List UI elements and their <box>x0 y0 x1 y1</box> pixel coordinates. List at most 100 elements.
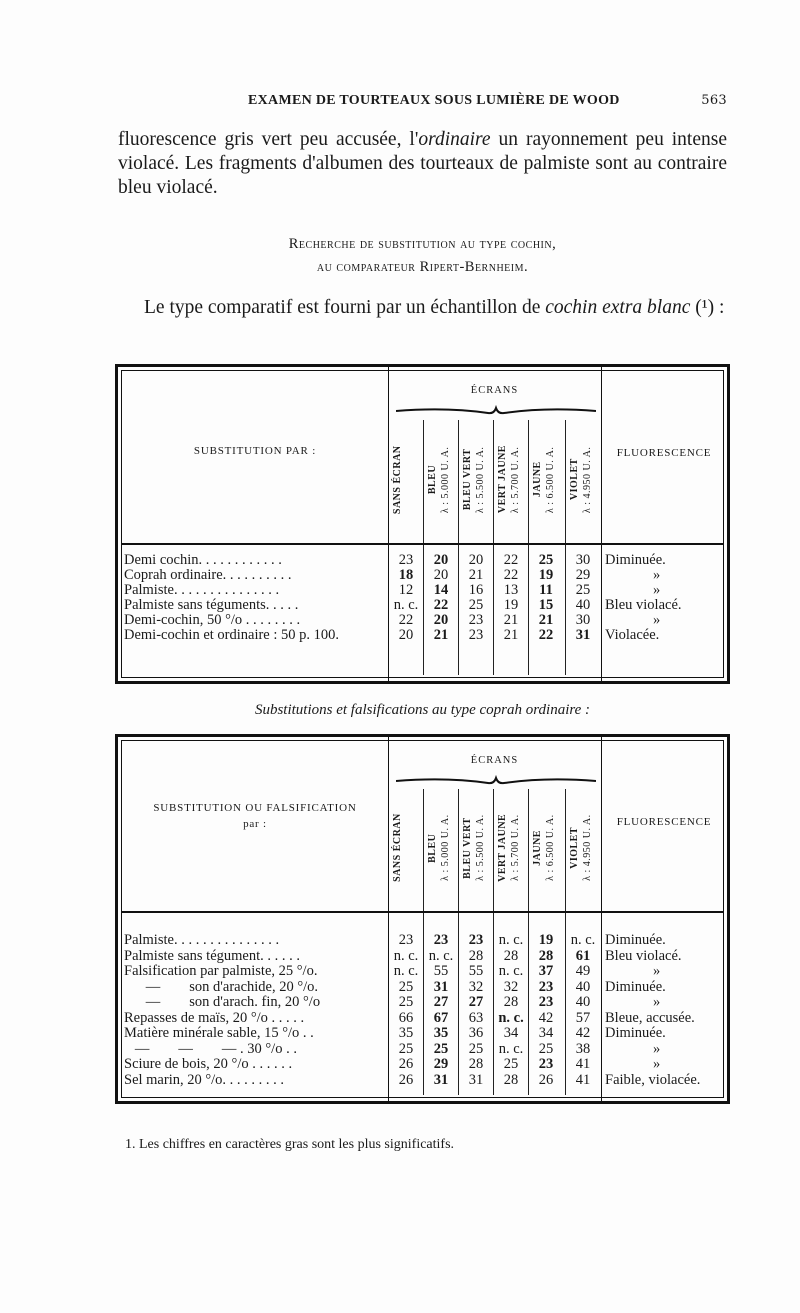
fluorescence-value: Bleu violacé. <box>605 597 682 613</box>
fluorescence-value: Diminuée. <box>605 978 666 995</box>
italic-text: ordinaire <box>418 129 491 150</box>
inner-border <box>121 370 724 678</box>
text: Le type comparatif est fourni par un éch… <box>144 297 546 318</box>
fluorescence-value: Bleue, accusée. <box>605 1009 695 1026</box>
cell-value: 23 <box>538 994 554 1010</box>
cell-value: 23 <box>398 552 414 568</box>
fluorescence-value: » <box>653 612 661 628</box>
screen-wavelength: λ : 5.000 U. A. <box>440 815 451 882</box>
screen-header: SANS ÉCRAN <box>391 425 421 534</box>
cell-value: 35 <box>398 1025 414 1041</box>
screen-name: BLEU VERT <box>462 448 473 511</box>
fluorescence-header: FLUORESCENCE <box>616 447 712 459</box>
cell-value: 34 <box>538 1025 554 1041</box>
column-rule <box>388 737 389 1101</box>
cell-value: 23 <box>398 932 414 948</box>
screen-name: JAUNE <box>532 461 543 498</box>
screen-wavelength: λ : 6.500 U. A. <box>545 446 556 513</box>
cell-value: n. c. <box>393 597 419 613</box>
table-row: Repasses de maïs, 20 °/o . . . . . 66 67 63… <box>118 1009 727 1026</box>
row-label: — son d'arach. fin, 20 °/o <box>124 995 321 1010</box>
italic-text: cochin extra blanc <box>545 297 691 318</box>
fluorescence-value: » <box>653 582 661 598</box>
cell-value: 31 <box>433 1071 449 1088</box>
cell-value: 26 <box>398 1071 414 1088</box>
cell-value: 28 <box>538 947 554 964</box>
row-label: Sel marin, 20 °/o. . . . . . . . . <box>124 1072 285 1088</box>
cell-value: 20 <box>398 627 414 643</box>
cell-value: 55 <box>468 963 484 979</box>
screen-name: SANS ÉCRAN <box>392 814 403 883</box>
screen-header: BLEU λ : 5.000 U. A. <box>426 425 456 534</box>
cell-value: 30 <box>575 612 591 628</box>
column-rule <box>458 419 459 675</box>
footnote: 1. Les chiffres en caractères gras sont … <box>125 1137 455 1152</box>
header-rule <box>122 911 723 913</box>
cell-value: 19 <box>538 567 554 583</box>
cell-value: 32 <box>503 978 519 995</box>
cell-value: 31 <box>433 978 449 995</box>
row-label: Repasses de maïs, 20 °/o . . . . . <box>124 1010 305 1026</box>
column-rule <box>458 789 459 1095</box>
screen-header: JAUNE λ : 6.500 U. A. <box>531 794 561 902</box>
cell-value: 28 <box>503 947 519 964</box>
cell-value: 57 <box>575 1009 591 1026</box>
screen-wavelength: λ : 4.950 U. A. <box>582 446 593 513</box>
screen-header: BLEU λ : 5.000 U. A. <box>426 794 456 902</box>
cell-value: 29 <box>433 1056 449 1072</box>
cell-value: 19 <box>538 932 554 948</box>
cell-value: 20 <box>433 567 449 583</box>
cell-value: 25 <box>433 1040 449 1057</box>
fluorescence-value: » <box>653 1056 661 1072</box>
text: un rayonnement peu intense violacé. Les … <box>118 129 727 198</box>
cell-value: n. c. <box>498 932 524 948</box>
table-row: Matière minérale sable, 15 °/o . . 35 35 36… <box>118 1026 727 1041</box>
cell-value: 20 <box>468 552 484 568</box>
cell-value: 34 <box>503 1025 519 1041</box>
row-label: Coprah ordinaire. . . . . . . . . . <box>124 568 292 583</box>
column-rule <box>528 419 529 675</box>
table2-caption: Substitutions et falsifications au type … <box>254 702 591 718</box>
cell-value: 28 <box>468 1056 484 1072</box>
cell-value: 20 <box>433 552 449 568</box>
fluorescence-header: FLUORESCENCE <box>616 816 712 828</box>
fluorescence-value: Diminuée. <box>605 1025 666 1041</box>
screen-name: VIOLET <box>569 458 580 501</box>
cell-value: 25 <box>398 1040 414 1057</box>
cell-value: 22 <box>503 552 519 568</box>
heading-line: Recherche de substitution au type cochin… <box>288 236 557 252</box>
running-title: EXAMEN DE TOURTEAUX SOUS LUMIÈRE DE WOOD <box>248 93 620 108</box>
screen-name: VERT JAUNE <box>497 445 508 514</box>
column-rule <box>388 367 389 681</box>
column-rule <box>493 789 494 1095</box>
cell-value: 13 <box>503 582 519 598</box>
cell-value: 21 <box>538 612 554 628</box>
screen-name: JAUNE <box>532 830 543 867</box>
cell-value: 21 <box>503 627 519 643</box>
cell-value: 19 <box>503 597 519 613</box>
cell-value: n. c. <box>498 1040 524 1057</box>
screen-name: BLEU <box>427 833 438 863</box>
label-header: SUBSTITUTION PAR : <box>193 445 317 457</box>
row-label: Palmiste sans tégument. . . . . . <box>124 948 300 964</box>
cell-value: 36 <box>468 1025 484 1041</box>
cell-value: 67 <box>433 1009 449 1026</box>
cell-value: 25 <box>538 1040 554 1057</box>
screen-wavelength: λ : 5.700 U. A. <box>510 815 521 882</box>
column-rule <box>565 419 566 675</box>
cell-value: n. c. <box>428 947 454 964</box>
row-label: Sciure de bois, 20 °/o . . . . . . <box>124 1057 293 1072</box>
row-label: — — — . 30 °/o . . <box>124 1041 297 1057</box>
fluorescence-value: Diminuée. <box>605 552 666 568</box>
inner-border <box>121 740 724 1098</box>
screens-header: ÉCRANS <box>470 385 519 396</box>
brace-icon <box>396 774 596 785</box>
cell-value: 38 <box>575 1040 591 1057</box>
table-row: Demi-cochin, 50 °/o . . . . . . . . 22 20 2… <box>118 613 727 628</box>
table-row: — son d'arach. fin, 20 °/o 25 27 27 28 23 40 » <box>118 995 727 1010</box>
screen-name: VERT JAUNE <box>497 814 508 883</box>
cell-value: 25 <box>503 1056 519 1072</box>
cell-value: 31 <box>468 1071 484 1088</box>
cell-value: 25 <box>398 978 414 995</box>
row-label: Matière minérale sable, 15 °/o . . <box>124 1026 314 1041</box>
